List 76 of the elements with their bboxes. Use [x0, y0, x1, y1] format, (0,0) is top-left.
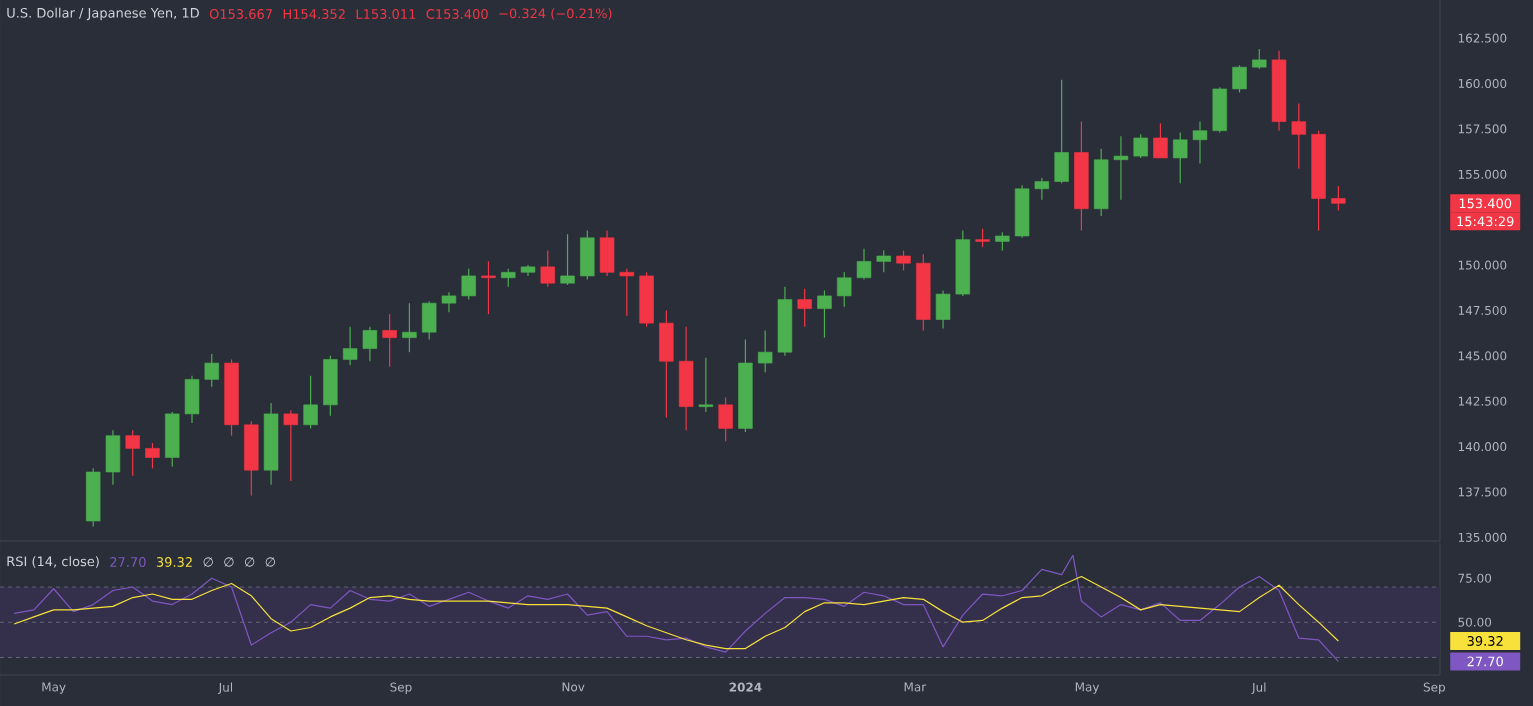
text: 27.70	[1467, 656, 1503, 667]
candlestick	[1113, 135, 1129, 201]
y-tick-label: 157.500	[1458, 124, 1507, 134]
annotation: 27.70	[110, 557, 146, 567]
annotation: ∅	[203, 557, 213, 567]
y-tick-label: 160.000	[1458, 78, 1507, 89]
y-tick-label: 155.000	[1458, 169, 1507, 179]
annotation: −0.324 (−0.21%)	[499, 8, 612, 20]
text: 15:43:29	[1457, 216, 1514, 227]
annotation: 39.32	[156, 557, 192, 567]
candlestick	[817, 289, 832, 339]
text: RSI (14, close)	[7, 556, 99, 568]
candlestick	[204, 353, 219, 388]
y-tick-label: 135.000	[1458, 532, 1507, 542]
candlestick	[718, 396, 733, 442]
candlestick	[995, 231, 1010, 252]
y-tick-label: 142.500	[1458, 396, 1507, 406]
candlestick	[402, 302, 417, 353]
candlestick	[382, 313, 397, 368]
candlestick	[1291, 102, 1307, 170]
annotation: O153.667	[209, 9, 272, 19]
y-tick-label: 145.000	[1458, 351, 1507, 361]
candlestick	[125, 429, 140, 477]
candlestick	[481, 260, 496, 315]
annotation: L153.011	[356, 9, 416, 19]
candlestick	[1173, 131, 1188, 184]
candlestick	[501, 268, 516, 288]
x-tick-label: Sep	[390, 682, 412, 694]
annotation: ∅	[265, 557, 276, 567]
candlestick	[698, 357, 714, 413]
candlestick	[1133, 133, 1148, 159]
candlestick	[1153, 122, 1168, 159]
x-tick-label: 2024	[729, 682, 762, 692]
candlestick	[1252, 48, 1267, 70]
y-tick-label: 147.500	[1458, 305, 1507, 315]
candlestick	[362, 326, 378, 362]
y-tick-label: 150.000	[1458, 260, 1507, 270]
x-tick-label: Sep	[1423, 682, 1445, 694]
y-tick-label: 140.000	[1458, 442, 1507, 452]
text: 39.32	[1467, 636, 1503, 646]
candlestick	[837, 271, 852, 308]
candlestick	[461, 268, 476, 301]
annotation: ∅	[224, 557, 234, 567]
candlestick	[342, 326, 358, 366]
x-tick-label: Jul	[1251, 682, 1266, 695]
candlestick	[303, 375, 318, 430]
y-tick-label: 162.500	[1458, 33, 1507, 43]
candlestick	[145, 442, 160, 469]
candlestick	[560, 233, 575, 286]
x-tick-label: Mar	[904, 682, 927, 692]
candlestick	[1232, 64, 1247, 94]
y-tick-label: 137.500	[1458, 487, 1507, 497]
candlestick	[975, 228, 990, 248]
y-tick-label: 50.00	[1458, 617, 1492, 627]
candlestick	[540, 249, 555, 288]
x-tick-label: Nov	[562, 682, 585, 692]
x-tick-label: Jul	[218, 682, 233, 695]
annotation: ∅	[244, 557, 255, 567]
candlestick	[896, 249, 911, 272]
y-tick-label: 75.00	[1458, 573, 1492, 583]
candlestick	[757, 329, 773, 373]
x-tick-label: May	[42, 682, 66, 694]
candlestick	[283, 409, 299, 482]
x-tick-label: May	[1075, 682, 1100, 694]
text: 153.400	[1459, 198, 1512, 209]
candlestick	[797, 288, 812, 328]
candlestick	[1331, 185, 1346, 211]
candlestick	[1192, 121, 1208, 164]
annotation: C153.400	[426, 9, 488, 19]
candlestick	[441, 291, 457, 313]
candlestick	[876, 249, 891, 273]
candlestick	[1034, 177, 1050, 201]
text: U.S. Dollar / Japanese Yen, 1D	[7, 7, 199, 21]
candlestick	[619, 268, 635, 317]
annotation: H154.352	[283, 9, 345, 19]
candlestick	[856, 248, 872, 281]
